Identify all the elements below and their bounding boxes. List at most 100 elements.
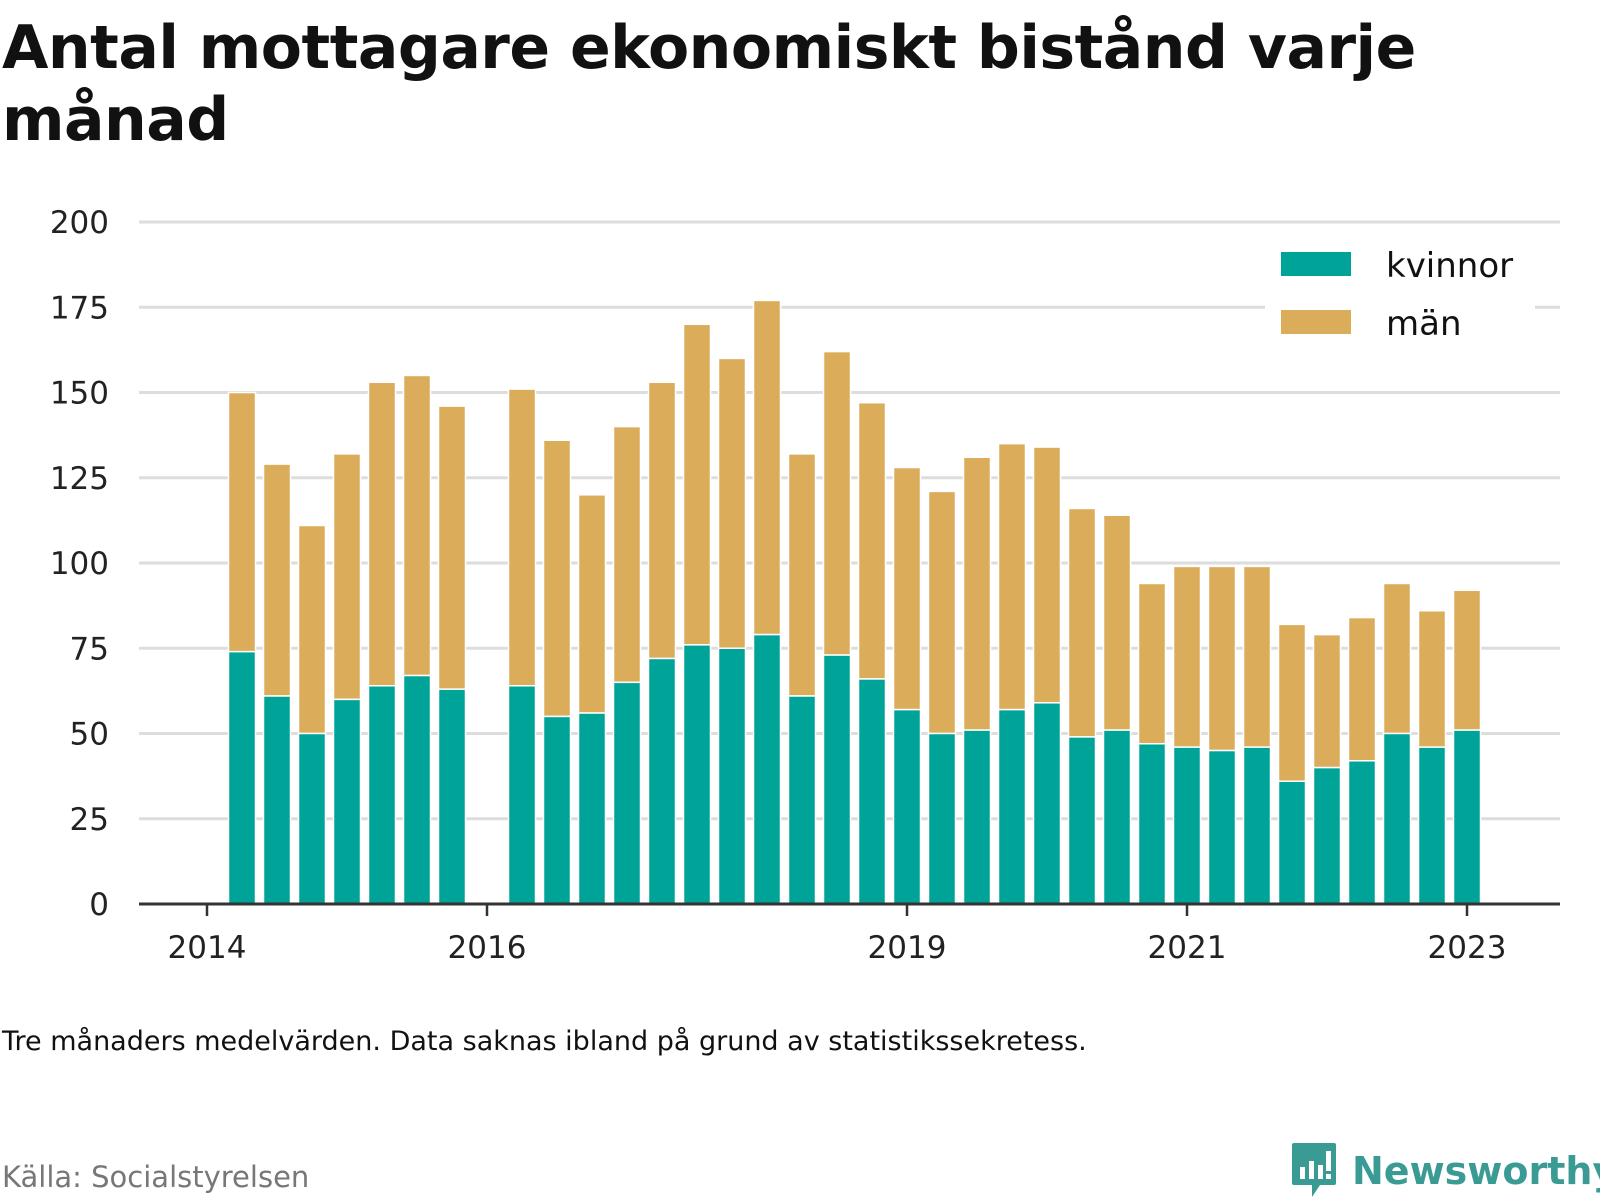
bar-kvinnor [227, 650, 257, 905]
bar-man [332, 453, 362, 701]
x-tick-label: 2014 [168, 930, 247, 966]
bar-kvinnor [1032, 702, 1062, 905]
bar-man [1277, 623, 1307, 782]
bar-kvinnor [1207, 749, 1237, 905]
bar-man [1312, 633, 1342, 769]
bar-kvinnor [507, 685, 537, 905]
source-credit: Källa: Socialstyrelsen [2, 1160, 310, 1194]
bar-man [1102, 514, 1132, 731]
bar-kvinnor [997, 708, 1027, 905]
x-tick-label: 2021 [1148, 930, 1227, 966]
bar-man [1347, 616, 1377, 762]
bar-kvinnor [962, 729, 992, 905]
chart-title-line1: Antal mottagare ekonomiskt bistånd varje [2, 13, 1416, 83]
bar-man [892, 466, 922, 711]
x-tick-label: 2016 [448, 930, 527, 966]
bar-kvinnor [752, 633, 782, 905]
bar-kvinnor [892, 708, 922, 905]
legend-swatch-man [1281, 310, 1351, 334]
legend-label-kvinnor: kvinnor [1386, 246, 1513, 286]
bar-kvinnor [1312, 766, 1342, 905]
bar-kvinnor [577, 712, 607, 905]
legend-label-man: män [1386, 304, 1462, 344]
y-tick-label: 0 [89, 887, 109, 923]
bar-man [857, 401, 887, 680]
y-tick-label: 75 [70, 631, 109, 667]
newsworthy-logo: Newsworthy [1290, 1140, 1600, 1202]
bar-kvinnor [1452, 729, 1482, 905]
bar-man [927, 490, 957, 735]
bar-man [577, 494, 607, 714]
bar-man [682, 323, 712, 646]
bar-kvinnor [717, 647, 747, 905]
bar-kvinnor [682, 644, 712, 905]
bar-man [1242, 565, 1272, 748]
bar-kvinnor [857, 678, 887, 905]
bar-man [262, 463, 292, 697]
bar-man [1172, 565, 1202, 748]
stacked-bar-chart: 2014 2016 2019 2021 2023 0 25 50 75 100 125 150 175… [50, 205, 1560, 966]
bar-man [297, 524, 327, 735]
bar-kvinnor [1067, 736, 1097, 905]
y-axis: 0 25 50 75 100 125 150 175 200 [50, 205, 109, 923]
bar-kvinnor [542, 715, 572, 905]
legend-swatch-kvinnor [1281, 252, 1351, 276]
bar-kvinnor [647, 657, 677, 905]
bar-man [717, 357, 747, 649]
x-tick-label: 2019 [868, 930, 947, 966]
legend: kvinnor män [1265, 238, 1535, 344]
bar-man [227, 391, 257, 653]
bar-kvinnor [332, 698, 362, 905]
bar-man [402, 374, 432, 677]
bar-man [1137, 582, 1167, 745]
bar-man [962, 456, 992, 731]
bar-kvinnor [1347, 760, 1377, 905]
bar-kvinnor [1137, 742, 1167, 905]
bar-kvinnor [1102, 729, 1132, 905]
bar-man [1067, 507, 1097, 738]
brand-name: Newsworthy [1352, 1149, 1600, 1193]
bar-man [822, 350, 852, 656]
bar-man [752, 299, 782, 636]
chart-title: Antal mottagare ekonomiskt bistånd varje… [2, 12, 1502, 156]
bar-man [437, 405, 467, 690]
x-tick-label: 2023 [1428, 930, 1507, 966]
bar-kvinnor [297, 732, 327, 905]
bar-kvinnor [612, 681, 642, 905]
y-tick-label: 175 [50, 290, 109, 326]
bar-man [997, 442, 1027, 711]
bar-man [542, 439, 572, 718]
bars [227, 299, 1482, 905]
bar-kvinnor [787, 695, 817, 905]
bar-man [1032, 446, 1062, 704]
y-tick-label: 25 [70, 802, 109, 838]
bar-kvinnor [262, 695, 292, 905]
bar-man [1417, 609, 1447, 748]
y-tick-label: 150 [50, 376, 109, 412]
bar-kvinnor [402, 674, 432, 905]
bar-kvinnor [822, 654, 852, 905]
bar-kvinnor [1277, 780, 1307, 905]
bar-man [787, 453, 817, 697]
bar-kvinnor [1242, 746, 1272, 905]
bar-kvinnor [1172, 746, 1202, 905]
bar-man [612, 425, 642, 684]
bar-man [647, 381, 677, 660]
bar-kvinnor [437, 688, 467, 905]
bar-kvinnor [927, 732, 957, 905]
chart-note: Tre månaders medelvärden. Data saknas ib… [2, 1026, 1087, 1057]
bar-kvinnor [1417, 746, 1447, 905]
newsworthy-logo-icon [1292, 1143, 1336, 1197]
y-tick-label: 200 [50, 205, 109, 241]
bar-man [1382, 582, 1412, 735]
bar-man [367, 381, 397, 687]
bar-man [507, 388, 537, 687]
bar-kvinnor [367, 685, 397, 905]
y-tick-label: 100 [50, 546, 109, 582]
bar-man [1452, 589, 1482, 731]
x-axis: 2014 2016 2019 2021 2023 [139, 902, 1560, 966]
bar-kvinnor [1382, 732, 1412, 905]
y-tick-label: 50 [70, 717, 109, 753]
bar-man [1207, 565, 1237, 752]
chart-title-line2: månad [2, 85, 229, 155]
